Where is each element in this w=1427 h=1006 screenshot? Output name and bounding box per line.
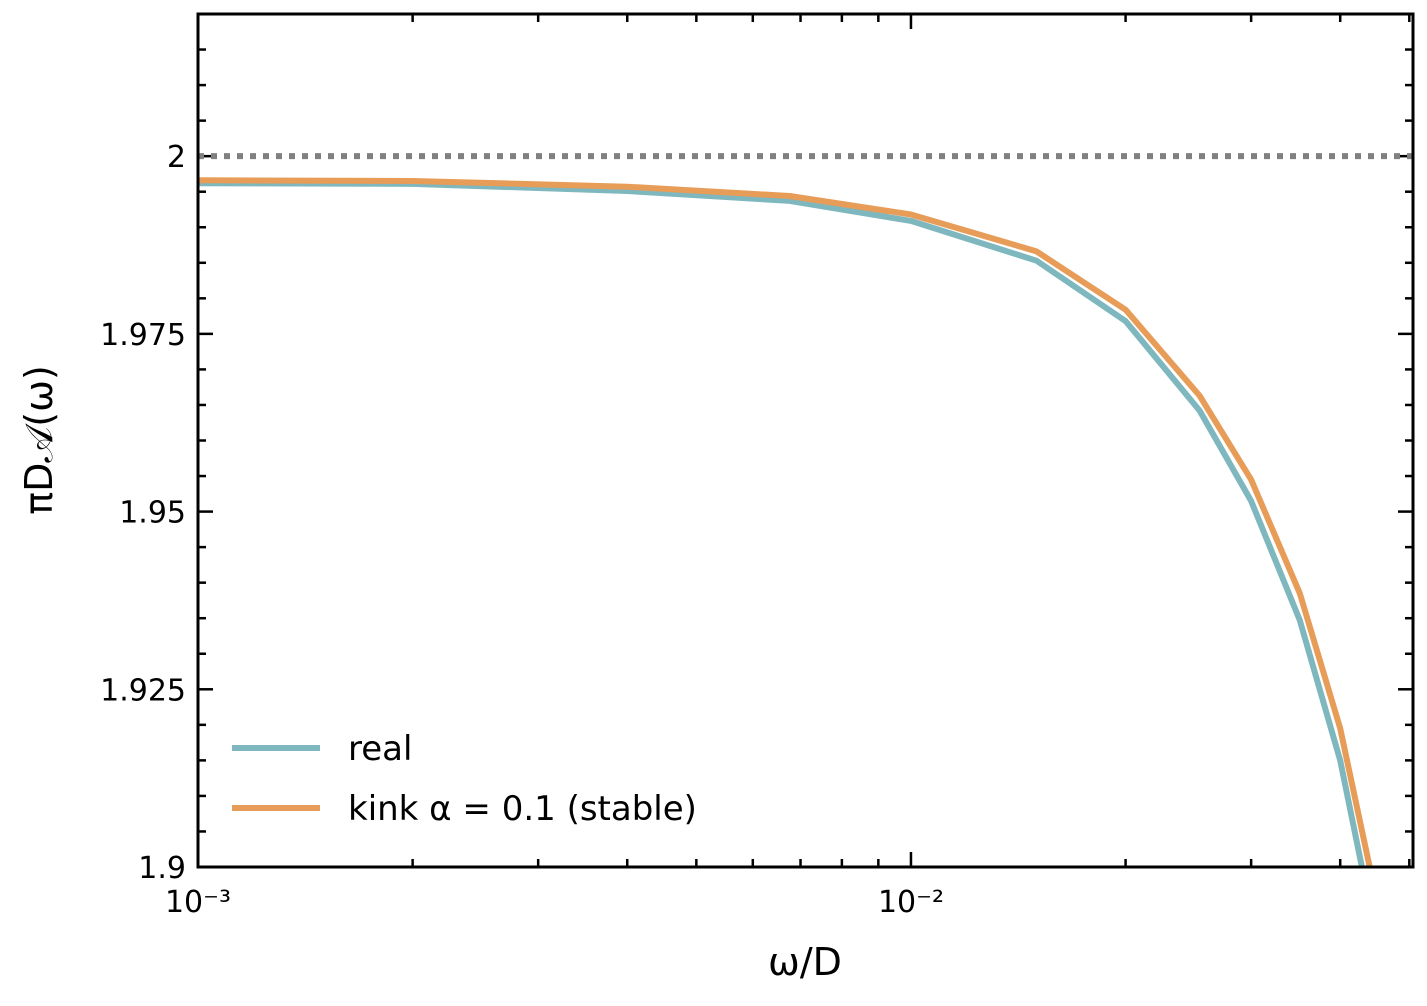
series-line <box>198 180 1365 867</box>
y-tick-label: 1.925 <box>100 673 186 708</box>
legend-label: real <box>348 729 412 769</box>
legend-label: kink α = 0.1 (stable) <box>348 789 697 829</box>
y-tick-label: 1.975 <box>100 318 186 353</box>
y-tick-label: 1.9 <box>138 851 186 886</box>
series-line <box>198 177 1373 867</box>
y-tick-label: 2 <box>167 140 186 175</box>
y-axis-label: πD𝒜(ω) <box>17 365 61 515</box>
x-axis-label: ω/D <box>768 940 842 984</box>
plot-frame <box>196 12 1415 869</box>
x-tick-label: 10⁻² <box>878 885 944 920</box>
x-tick-label: 10⁻³ <box>165 885 231 920</box>
y-tick-label: 1.95 <box>119 496 186 531</box>
plot-area <box>198 153 1413 867</box>
